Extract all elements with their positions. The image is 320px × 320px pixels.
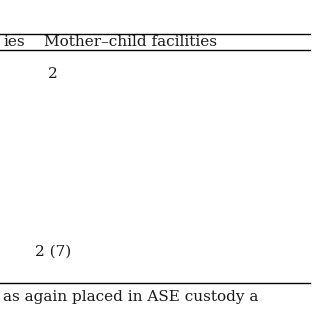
Text: Mother–child facilities: Mother–child facilities [44, 35, 217, 49]
Text: 1: 1 [310, 226, 318, 238]
Text: 0: 0 [310, 244, 320, 258]
Text: 1: 1 [310, 86, 318, 99]
Text: N: N [310, 35, 320, 49]
Text: 1: 1 [310, 58, 318, 70]
Text: 1: 1 [310, 72, 318, 85]
Text: 1: 1 [310, 211, 318, 224]
Text: 2: 2 [48, 67, 58, 81]
Text: 2 (7): 2 (7) [35, 244, 71, 258]
Text: as again placed in ASE custody a: as again placed in ASE custody a [3, 290, 259, 304]
Text: ies: ies [3, 35, 25, 49]
